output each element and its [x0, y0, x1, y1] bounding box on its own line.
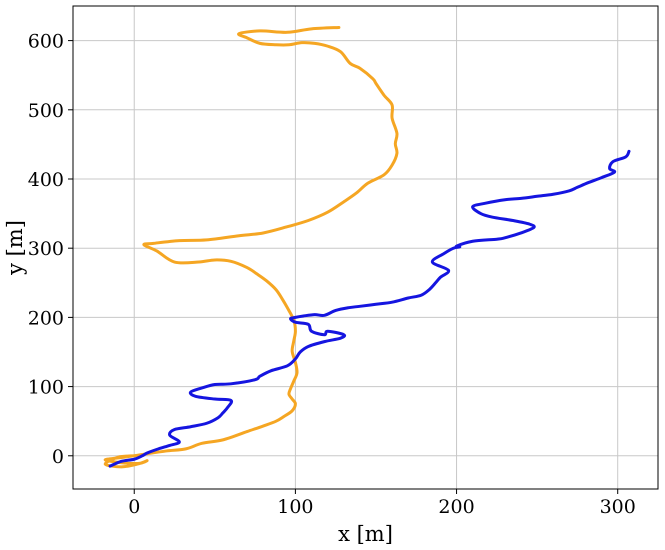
y-tick-label: 500: [28, 100, 64, 122]
x-tick-label: 300: [600, 496, 636, 518]
y-tick-label: 100: [28, 377, 64, 399]
y-tick-label: 200: [28, 307, 64, 329]
x-axis-label: x [m]: [338, 522, 393, 546]
x-tick-label: 100: [277, 496, 313, 518]
x-tick-label: 0: [128, 496, 140, 518]
y-tick-label: 600: [28, 31, 64, 53]
x-tick-label: 200: [438, 496, 474, 518]
y-tick-label: 400: [28, 169, 64, 191]
y-axis-label: y [m]: [3, 220, 27, 276]
y-tick-label: 300: [28, 238, 64, 260]
y-tick-label: 0: [52, 446, 64, 468]
